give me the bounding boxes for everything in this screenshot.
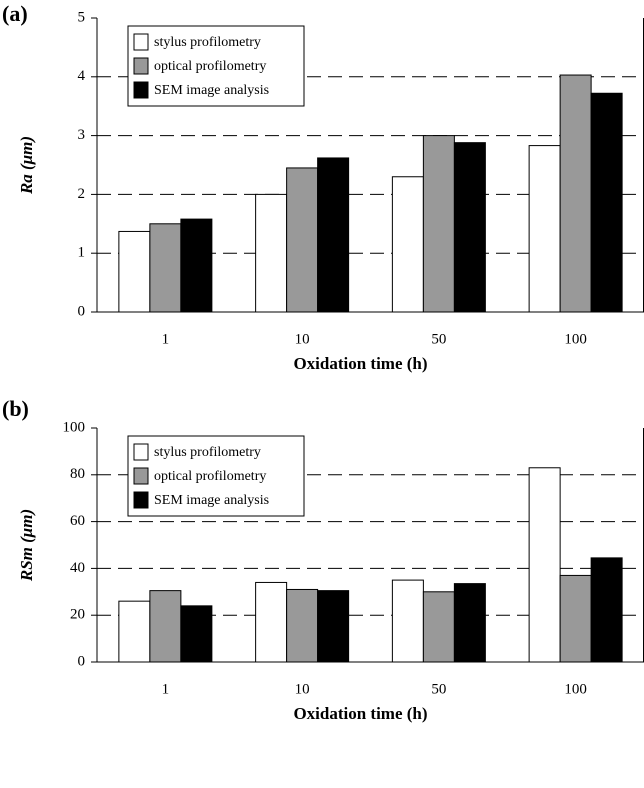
y-tick-label: 4 — [78, 68, 86, 84]
bar — [180, 605, 213, 663]
bar — [317, 157, 350, 313]
y-tick-label: 1 — [78, 245, 86, 261]
legend-swatch — [133, 467, 149, 485]
bar — [422, 591, 455, 663]
bar — [528, 467, 561, 663]
y-tick-label: 100 — [63, 419, 86, 435]
x-tick-label: 1 — [162, 331, 170, 347]
y-tick-label: 0 — [78, 303, 86, 319]
y-tick-label: 0 — [78, 653, 86, 669]
legend-box — [127, 435, 305, 517]
y-tick-label: 2 — [78, 186, 86, 202]
bar — [391, 176, 424, 313]
bar — [255, 193, 288, 313]
x-tick-label: 50 — [431, 331, 446, 347]
x-axis-label: Oxidation time (h) — [293, 354, 427, 373]
bar — [453, 142, 486, 313]
legend-box — [127, 25, 305, 107]
bar — [590, 92, 623, 313]
y-tick-label: 5 — [78, 9, 86, 25]
x-tick-label: 1 — [162, 681, 170, 697]
legend-label: stylus profilometry — [154, 35, 261, 50]
panel-label: (a) — [2, 1, 28, 26]
legend-label: stylus profilometry — [154, 445, 261, 460]
y-tick-label: 20 — [70, 607, 85, 623]
y-axis-label: RSm (μm) — [17, 509, 36, 582]
bar — [149, 590, 182, 663]
bar — [317, 590, 350, 663]
bar — [528, 145, 561, 313]
bar — [453, 583, 486, 663]
x-tick-label: 50 — [431, 681, 446, 697]
legend-swatch — [133, 33, 149, 51]
legend-swatch — [133, 57, 149, 75]
bar — [255, 581, 288, 663]
y-axis-label: Ra (μm) — [17, 136, 36, 195]
legend-swatch — [133, 491, 149, 509]
legend-swatch — [133, 81, 149, 99]
panel-label: (b) — [2, 396, 29, 421]
x-tick-label: 10 — [295, 681, 310, 697]
y-tick-label: 3 — [78, 127, 86, 143]
x-axis-label: Oxidation time (h) — [293, 704, 427, 723]
x-tick-label: 10 — [295, 331, 310, 347]
bar — [180, 218, 213, 313]
legend-swatch — [133, 443, 149, 461]
x-tick-label: 100 — [564, 331, 587, 347]
legend-label: optical profilometry — [154, 59, 266, 74]
bar — [590, 557, 623, 663]
bar — [391, 579, 424, 663]
bar — [559, 574, 592, 663]
x-tick-label: 100 — [564, 681, 587, 697]
legend-label: optical profilometry — [154, 469, 266, 484]
bar — [118, 600, 151, 663]
y-tick-label: 80 — [70, 466, 85, 482]
bar — [149, 223, 182, 313]
bar — [286, 588, 319, 663]
y-tick-label: 40 — [70, 560, 85, 576]
bar — [118, 230, 151, 313]
legend-label: SEM image analysis — [154, 83, 269, 98]
bar — [559, 74, 592, 313]
bar — [286, 167, 319, 313]
y-tick-label: 60 — [70, 513, 85, 529]
bar — [422, 135, 455, 313]
legend-label: SEM image analysis — [154, 493, 269, 508]
